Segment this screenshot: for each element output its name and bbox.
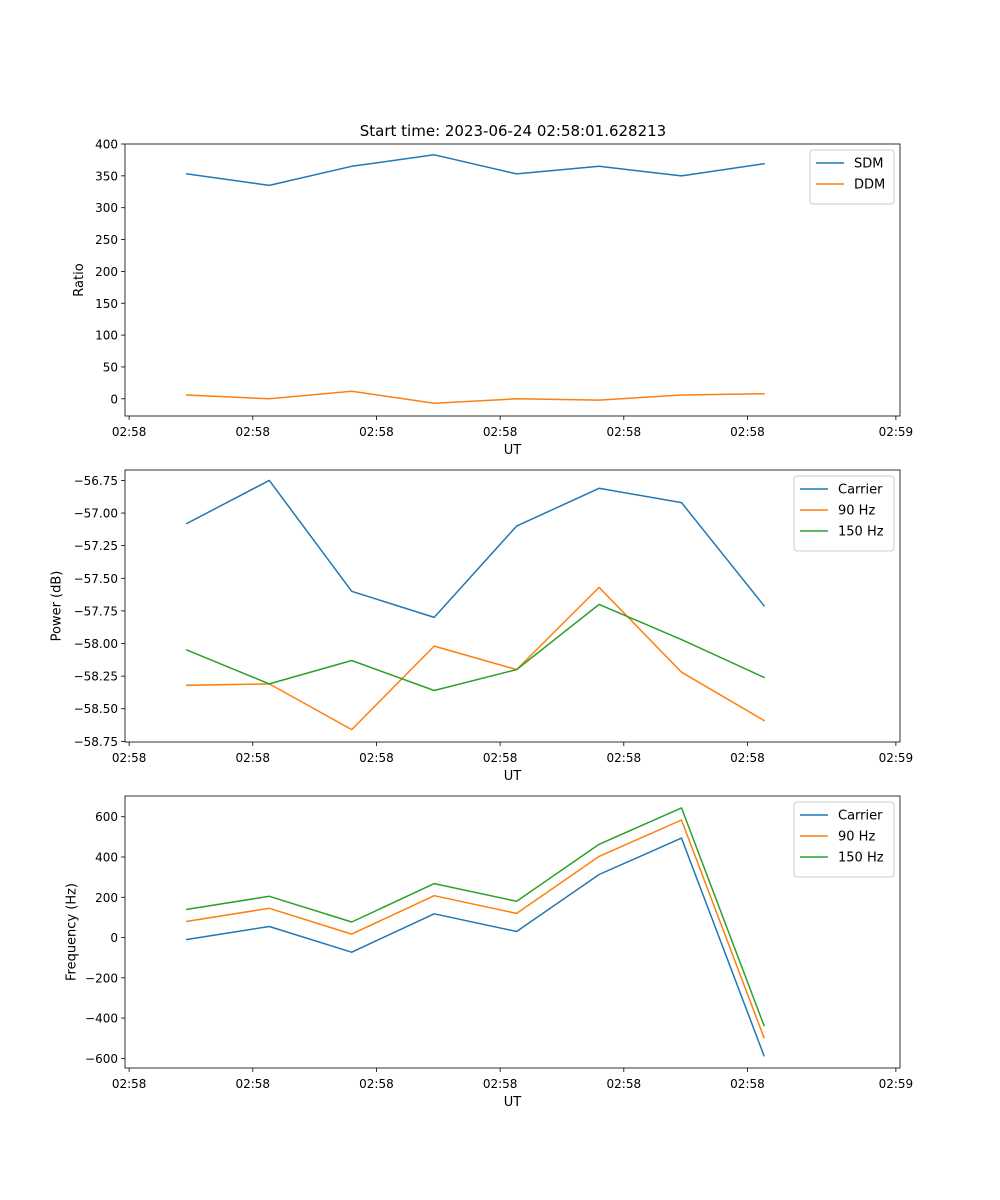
ratio-y-tick-label: 250 [95,233,118,247]
ratio-y-axis-label: Ratio [72,263,87,296]
ratio-y-tick-label: 100 [95,329,118,343]
power-x-tick-label: 02:59 [879,751,914,765]
frequency-series-line-150-hz [185,807,765,1027]
frequency-x-tick-label: 02:58 [607,1077,642,1091]
power-legend-box [793,475,895,552]
power-y-tick-label: −58.00 [74,637,118,651]
ratio-x-tick-label: 02:58 [607,425,642,439]
frequency-legend-box [793,801,895,878]
power-legend-label: 150 Hz [838,525,884,540]
panel-frequency: 02:58 02:58 02:58 02:58 02:58 02:58 02:59 −600 −… [64,795,914,1110]
frequency-y-tick-label: −600 [85,1052,118,1066]
panel-ratio: 02:58 02:58 02:58 02:58 02:58 02:58 02:59 0 50 10… [72,138,913,459]
frequency-x-tick-label: 02:59 [879,1077,914,1091]
ratio-x-tick-label: 02:58 [483,425,518,439]
frequency-x-tick-label: 02:58 [483,1077,518,1091]
ratio-series-line-ddm [186,390,765,405]
frequency-legend-label: 90 Hz [838,830,875,845]
ratio-axes-frame [124,143,901,417]
ratio-legend-label: DDM [854,178,885,193]
power-axes-frame [124,469,901,743]
ratio-legend: SDM DDM [809,149,895,205]
frequency-y-tick-label: −200 [85,971,118,985]
ratio-x-tick-label: 02:59 [879,425,914,439]
frequency-legend-label: 150 Hz [838,851,884,866]
ratio-y-tick-label: 350 [95,169,118,183]
power-x-tick-label: 02:58 [730,751,765,765]
frequency-legend-label: Carrier [838,809,883,824]
ratio-y-tick-label: 200 [95,265,118,279]
power-x-tick-label: 02:58 [607,751,642,765]
power-y-tick-label: −56.75 [74,474,118,488]
frequency-x-axis-label: UT [504,1095,522,1110]
panel-power: 02:58 02:58 02:58 02:58 02:58 02:58 02:59 −58.7… [50,469,914,784]
power-x-tick-label: 02:58 [235,751,270,765]
ratio-y-tick-label: 150 [95,297,118,311]
power-y-tick-label: −58.50 [74,702,118,716]
ratio-x-tick-label: 02:58 [112,425,147,439]
power-legend: Carrier 90 Hz 150 Hz [793,475,895,552]
frequency-y-axis-label: Frequency (Hz) [64,883,79,981]
frequency-x-tick-label: 02:58 [235,1077,270,1091]
ratio-x-tick-label: 02:58 [730,425,765,439]
frequency-y-tick-label: 0 [110,931,118,945]
frequency-y-tick-label: 400 [95,851,118,865]
frequency-series-line-90-hz [185,819,765,1039]
power-series-line-150-hz [185,603,765,692]
power-y-tick-label: −57.75 [74,604,118,618]
figure-title: Start time: 2023-06-24 02:58:01.628213 [360,122,666,140]
ratio-y-tick-label: 0 [110,392,118,406]
power-y-axis-label: Power (dB) [50,571,65,642]
frequency-y-tick-label: −400 [85,1012,118,1026]
ratio-x-axis-label: UT [504,443,522,458]
ratio-legend-label: SDM [854,157,883,172]
ratio-y-tick-label: 400 [95,138,118,152]
ratio-y-tick-label: 50 [103,360,118,374]
frequency-x-tick-label: 02:58 [112,1077,147,1091]
frequency-series-line-carrier [185,837,765,1057]
ratio-x-tick-label: 02:58 [359,425,394,439]
power-x-tick-label: 02:58 [112,751,147,765]
power-y-tick-label: −58.25 [74,670,118,684]
power-series-line-carrier [185,479,766,619]
power-legend-label: 90 Hz [838,504,875,519]
power-x-tick-label: 02:58 [359,751,394,765]
power-x-axis-label: UT [504,769,522,784]
frequency-x-tick-label: 02:58 [359,1077,394,1091]
power-legend-label: Carrier [838,483,883,498]
power-y-tick-label: −57.25 [74,539,118,553]
power-series-line-90-hz [186,586,766,731]
ratio-series-line-sdm [185,154,765,187]
frequency-y-tick-label: 200 [95,891,118,905]
ratio-y-tick-label: 300 [95,201,118,215]
ratio-x-tick-label: 02:58 [235,425,270,439]
frequency-legend: Carrier 90 Hz 150 Hz [793,801,895,878]
frequency-axes-frame [124,795,901,1069]
power-y-tick-label: −58.75 [74,735,118,749]
power-y-tick-label: −57.00 [74,507,118,521]
power-x-tick-label: 02:58 [483,751,518,765]
frequency-x-tick-label: 02:58 [730,1077,765,1091]
power-y-tick-label: −57.50 [74,572,118,586]
frequency-y-tick-label: 600 [95,810,118,824]
